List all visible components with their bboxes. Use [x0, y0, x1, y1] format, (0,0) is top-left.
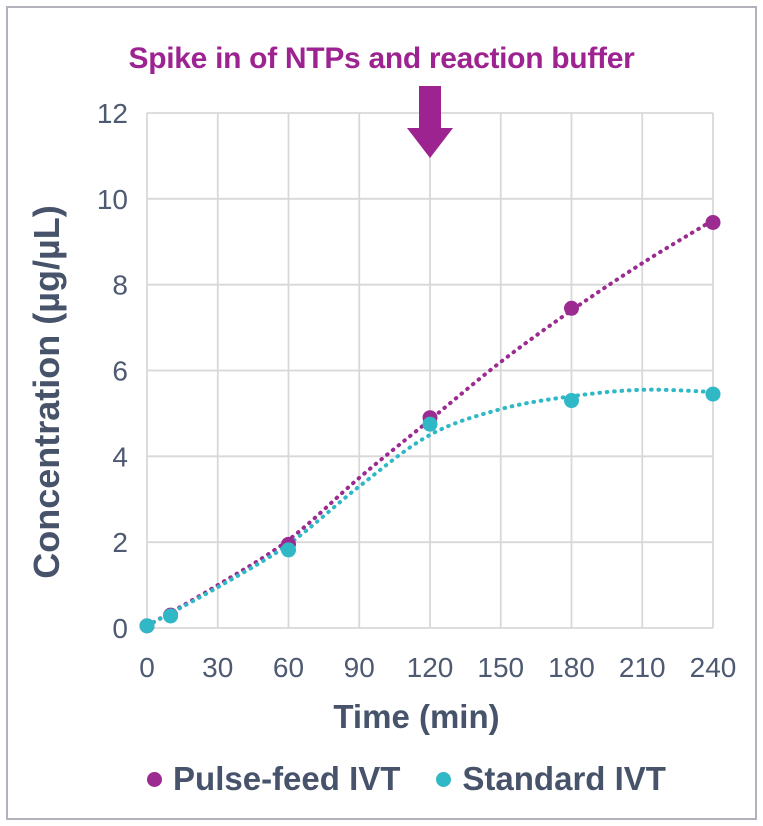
x-tick-label: 150: [477, 652, 524, 683]
y-tick-label: 10: [97, 184, 128, 215]
x-tick-label: 90: [344, 652, 375, 683]
data-point-standard-ivt: [705, 386, 721, 402]
data-point-standard-ivt: [163, 608, 179, 624]
x-tick-label: 240: [690, 652, 737, 683]
data-point-pulse-feed-ivt: [705, 214, 721, 230]
data-point-standard-ivt: [281, 542, 296, 558]
x-tick-label: 30: [202, 652, 233, 683]
legend-label: Pulse-feed IVT: [173, 760, 401, 797]
pulse-feed-marker-icon: [147, 771, 163, 787]
x-tick-label: 210: [619, 652, 666, 683]
spike-arrow-icon: [407, 128, 453, 158]
legend-label: Standard IVT: [462, 760, 666, 797]
legend-item-standard-ivt: Standard IVT: [436, 760, 666, 798]
y-tick-label: 6: [112, 356, 128, 387]
x-axis-title: Time (min): [333, 698, 500, 735]
x-tick-label: 0: [139, 652, 155, 683]
spike-arrow-icon: [419, 86, 441, 129]
legend-item-pulse-feed-ivt: Pulse-feed IVT: [147, 760, 400, 798]
data-point-standard-ivt: [422, 416, 438, 432]
y-tick-label: 8: [112, 270, 128, 301]
y-tick-label: 2: [112, 527, 128, 558]
x-tick-label: 60: [273, 652, 304, 683]
y-tick-label: 12: [97, 98, 128, 129]
data-point-pulse-feed-ivt: [564, 300, 579, 316]
x-tick-label: 120: [407, 652, 454, 683]
x-tick-label: 180: [548, 652, 595, 683]
data-point-standard-ivt: [139, 618, 155, 634]
legend: Pulse-feed IVT Standard IVT: [25, 756, 763, 802]
data-point-standard-ivt: [564, 393, 579, 409]
annotation-text: Spike in of NTPs and reaction buffer: [128, 42, 635, 75]
standard-marker-icon: [436, 771, 452, 787]
y-axis-title: Concentration (µg/µL): [26, 205, 67, 579]
y-tick-label: 0: [112, 613, 128, 644]
y-tick-label: 4: [112, 441, 128, 472]
